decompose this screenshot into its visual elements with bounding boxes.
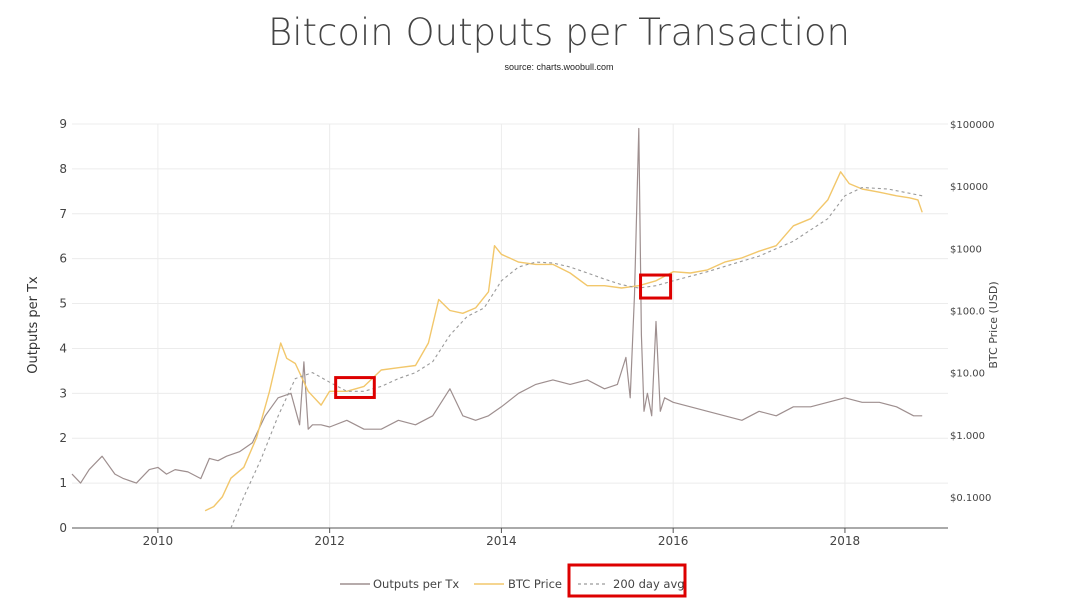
x-axis-ticks: 2010 2012 2014 2016 2018 — [72, 527, 948, 548]
legend-label-price[interactable]: BTC Price — [508, 577, 562, 591]
x-tick-label: 2014 — [486, 534, 517, 548]
legend: Outputs per Tx BTC Price 200 day avg — [340, 563, 687, 598]
series-lines — [71, 127, 923, 529]
y2-tick-label: $0.1000 — [950, 493, 991, 504]
y2-tick-label: $1.000 — [950, 431, 985, 442]
y-tick-label: 3 — [59, 386, 67, 400]
y-tick-label: 8 — [59, 162, 67, 176]
series-outputs-line — [71, 127, 923, 484]
y-tick-label: 7 — [59, 207, 67, 221]
series-price-line — [204, 171, 923, 512]
legend-highlight-box — [567, 563, 687, 598]
y-axis-label: Outputs per Tx — [26, 276, 41, 374]
x-tick-label: 2012 — [314, 534, 345, 548]
highlight-boxes — [334, 273, 673, 399]
y-tick-label: 9 — [59, 117, 67, 131]
y2-tick-label: $1000 — [950, 244, 982, 255]
y-tick-label: 0 — [59, 521, 67, 535]
y2-tick-label: $100.0 — [950, 306, 985, 317]
y-tick-label: 6 — [59, 252, 67, 266]
x-tick-label: 2018 — [830, 534, 861, 548]
highlight-box — [639, 273, 673, 300]
y2-tick-label: $10.00 — [950, 369, 985, 380]
y2-tick-label: $10000 — [950, 182, 988, 193]
y-tick-label: 5 — [59, 297, 67, 311]
grid — [72, 123, 948, 528]
y-tick-label: 4 — [59, 341, 67, 355]
y-tick-label: 2 — [59, 431, 67, 445]
left-axis-ticks: 0 1 2 3 4 5 6 7 8 9 — [59, 117, 67, 535]
series-avg-line — [230, 186, 923, 529]
legend-label-outputs[interactable]: Outputs per Tx — [373, 577, 459, 591]
legend-label-avg[interactable]: 200 day avg — [613, 577, 685, 591]
y2-tick-label: $100000 — [950, 120, 995, 131]
right-axis-ticks: $0.1000 $1.000 $10.00 $100.0 $1000 $10000 $100… — [950, 120, 995, 504]
y2-axis-label: BTC Price (USD) — [987, 281, 1000, 368]
x-tick-label: 2016 — [658, 534, 689, 548]
chart-title: Bitcoin Outputs per Transaction — [268, 11, 850, 54]
highlight-box — [334, 376, 376, 399]
x-tick-label: 2010 — [143, 534, 174, 548]
chart-subtitle: source: charts.woobull.com — [504, 62, 613, 72]
y-tick-label: 1 — [59, 476, 67, 490]
